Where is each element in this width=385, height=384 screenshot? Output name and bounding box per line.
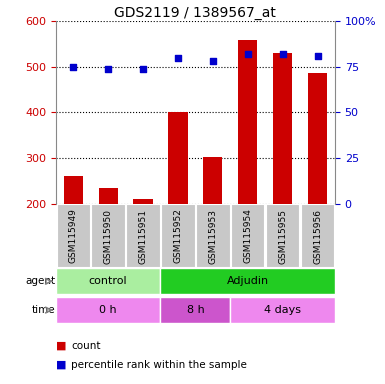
Bar xyxy=(308,73,327,204)
Bar xyxy=(230,297,335,323)
Point xyxy=(244,51,251,57)
Bar xyxy=(273,53,292,204)
Text: GSM115951: GSM115951 xyxy=(139,209,147,263)
Text: control: control xyxy=(89,276,127,286)
Bar xyxy=(161,204,195,267)
Text: 8 h: 8 h xyxy=(186,305,204,315)
Point xyxy=(140,65,146,71)
Point xyxy=(280,51,286,57)
Bar xyxy=(56,268,161,294)
Bar xyxy=(99,187,118,204)
Bar xyxy=(203,157,223,204)
Text: agent: agent xyxy=(25,276,55,286)
Text: Adjudin: Adjudin xyxy=(227,276,269,286)
Point xyxy=(105,65,111,71)
Bar xyxy=(56,297,161,323)
Bar xyxy=(301,204,334,267)
Bar xyxy=(196,204,229,267)
Text: GSM115950: GSM115950 xyxy=(104,209,113,263)
Text: GSM115956: GSM115956 xyxy=(313,209,322,263)
Point xyxy=(175,55,181,61)
Point xyxy=(210,58,216,65)
Text: time: time xyxy=(32,305,55,315)
Text: GSM115954: GSM115954 xyxy=(243,209,252,263)
Text: 4 days: 4 days xyxy=(264,305,301,315)
Text: GSM115953: GSM115953 xyxy=(208,209,218,263)
Text: 0 h: 0 h xyxy=(99,305,117,315)
Bar xyxy=(231,204,264,267)
Text: ■: ■ xyxy=(56,360,66,370)
Title: GDS2119 / 1389567_at: GDS2119 / 1389567_at xyxy=(114,6,276,20)
Text: count: count xyxy=(71,341,101,351)
Bar xyxy=(134,199,152,204)
Bar xyxy=(57,204,90,267)
Text: GSM115955: GSM115955 xyxy=(278,209,287,263)
Bar xyxy=(91,204,125,267)
Bar xyxy=(266,204,300,267)
Point xyxy=(315,53,321,59)
Text: GSM115949: GSM115949 xyxy=(69,209,78,263)
Text: GSM115952: GSM115952 xyxy=(173,209,182,263)
Point xyxy=(70,64,76,70)
Bar xyxy=(161,268,335,294)
Bar xyxy=(161,297,230,323)
Text: ■: ■ xyxy=(56,341,66,351)
Bar xyxy=(238,40,257,204)
Bar xyxy=(168,112,187,204)
Text: percentile rank within the sample: percentile rank within the sample xyxy=(71,360,247,370)
Bar xyxy=(126,204,160,267)
Bar xyxy=(64,176,83,204)
